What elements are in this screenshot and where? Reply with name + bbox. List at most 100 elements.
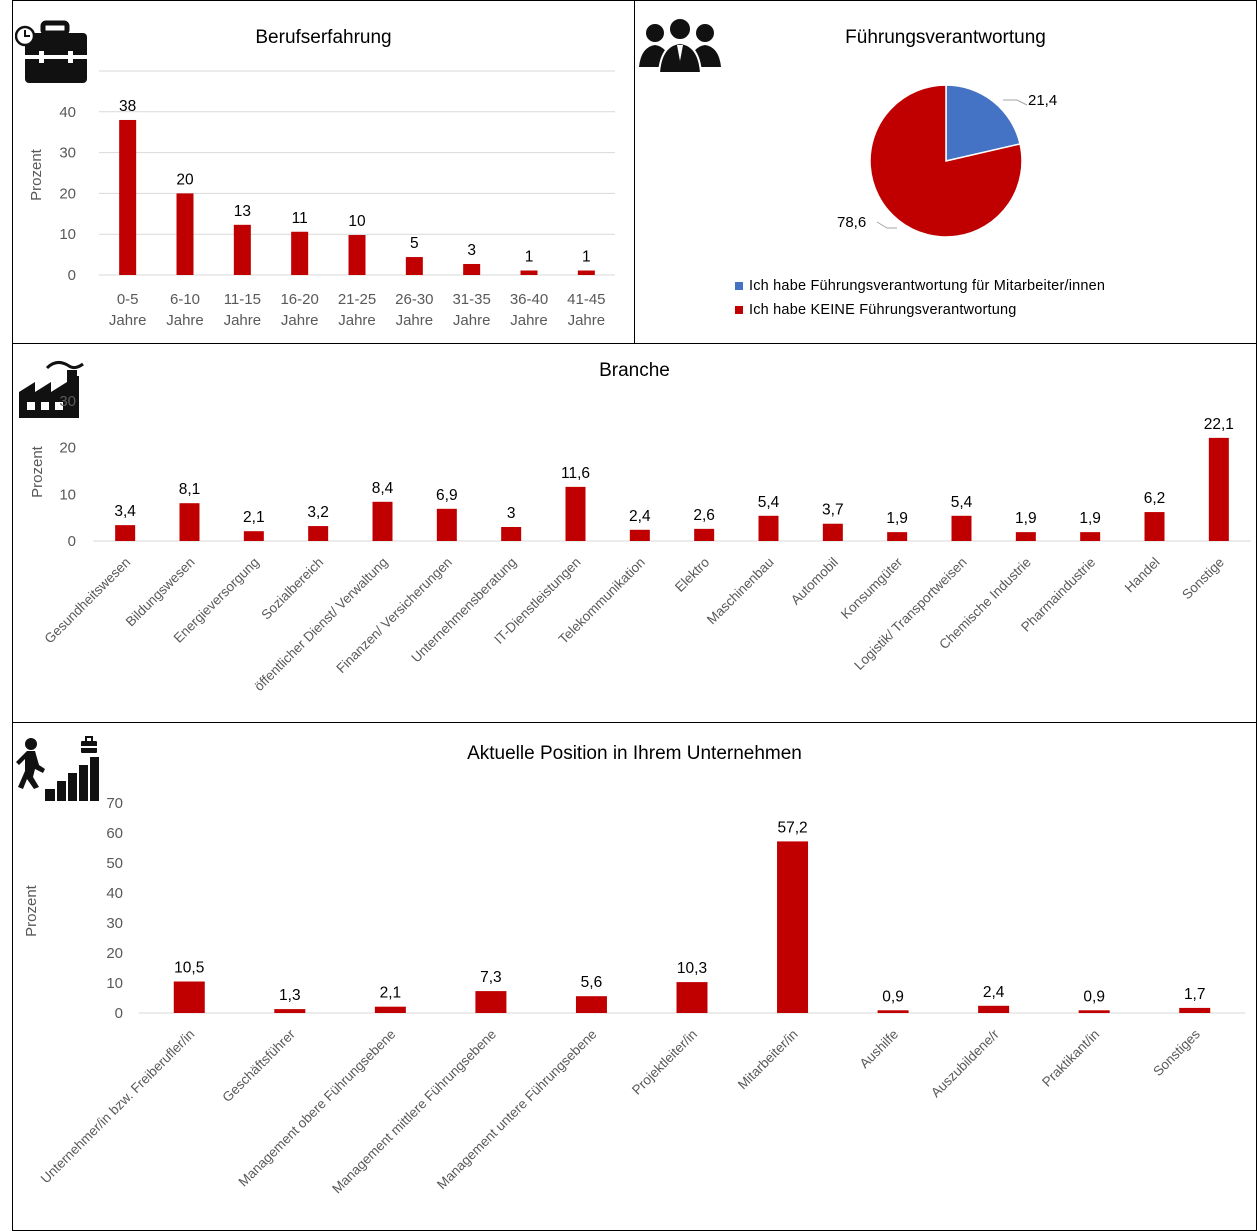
- x-tick-label: 6-10: [170, 291, 200, 308]
- bar: [676, 982, 708, 1013]
- factory-icon: [17, 356, 87, 427]
- data-label: 20: [176, 171, 194, 188]
- chart-title: Berufserfahrung: [255, 27, 392, 48]
- bar: [565, 486, 586, 541]
- x-tick-label: Sonstiges: [1150, 1026, 1203, 1079]
- y-tick-label: 0: [115, 1005, 123, 1022]
- chart-branche: 0102030Prozent3,4Gesundheitswesen8,1Bild…: [29, 393, 1251, 694]
- x-tick-label: Unternehmensberatung: [408, 555, 519, 666]
- data-label: 6,9: [436, 487, 458, 504]
- x-tick-label: Jahre: [510, 312, 548, 329]
- y-tick-label: 20: [59, 440, 76, 457]
- bar: [308, 526, 329, 541]
- x-tick-label: Sonstige: [1179, 555, 1227, 603]
- x-tick-label: Logistik/ Transportweisen: [851, 555, 969, 673]
- bar: [577, 270, 595, 275]
- chart-title: Führungsverantwortung: [845, 27, 1046, 48]
- legend-label: Ich habe KEINE Führungsverantwortung: [749, 302, 1017, 318]
- y-tick-label: 0: [68, 267, 76, 284]
- data-label: 8,4: [372, 480, 394, 497]
- panel-berufserfahrung: Berufserfahrung 0 10 20 30 40 Prozent 38 0-5 Jah…: [12, 0, 635, 344]
- legend-swatch: [735, 306, 743, 314]
- bar: [1208, 437, 1229, 541]
- data-label: 1,7: [1184, 986, 1206, 1003]
- bar: [176, 193, 194, 275]
- panel-branche: Branche 0 10 20 30 Prozent 3,4 Gesundheitswese…: [12, 343, 1257, 723]
- data-label: 11: [292, 210, 308, 227]
- x-tick-label: Jahre: [568, 312, 606, 329]
- y-tick-label: 10: [106, 975, 123, 992]
- x-tick-label: Management mittlere Führungsebene: [329, 1027, 499, 1197]
- data-label: 8,1: [179, 481, 201, 498]
- data-label: 38: [119, 98, 136, 115]
- legend-label: Ich habe Führungsverantwortung für Mitar…: [749, 278, 1106, 294]
- x-tick-label: 16-20: [280, 291, 318, 308]
- data-label: 78,6: [837, 214, 866, 231]
- bar: [348, 235, 366, 275]
- bar: [694, 528, 715, 541]
- data-label: 0,9: [1083, 988, 1105, 1005]
- panel-fuehrung: Führungsverantwortung 21,4 78,6 Ich habe …: [634, 0, 1257, 344]
- data-label: 5,4: [951, 494, 973, 511]
- chart-title: Aktuelle Position in Ihrem Unternehmen: [467, 743, 802, 764]
- y-tick-label: 10: [59, 486, 76, 503]
- data-label: 1: [525, 249, 534, 266]
- bar: [520, 270, 538, 275]
- legend-item: Ich habe Führungsverantwortung für Mitar…: [735, 274, 1105, 298]
- y-tick-label: 20: [59, 185, 76, 202]
- x-tick-label: Automobil: [788, 555, 841, 608]
- y-tick-label: 10: [59, 226, 76, 243]
- x-tick-label: Auszubildene/r: [928, 1026, 1002, 1100]
- x-tick-label: Konsumgüter: [838, 554, 906, 622]
- data-label: 57,2: [777, 819, 807, 836]
- bar: [243, 531, 264, 541]
- bar: [1015, 532, 1036, 541]
- y-tick-label: 30: [59, 145, 76, 162]
- data-label: 1,9: [886, 510, 908, 527]
- bar: [115, 525, 136, 541]
- y-tick-label: 30: [106, 915, 123, 932]
- x-tick-label: Geschäftsführer: [219, 1026, 298, 1105]
- y-tick-label: 30: [59, 393, 76, 410]
- bar: [405, 257, 423, 275]
- data-label: 2,1: [380, 985, 402, 1002]
- bar: [501, 527, 522, 541]
- chart-title: Branche: [599, 360, 670, 381]
- bar: [777, 841, 809, 1013]
- bar: [436, 508, 457, 541]
- bar: [822, 523, 843, 541]
- legend-swatch: [735, 282, 743, 290]
- x-tick-label: Jahre: [224, 312, 262, 329]
- x-tick-label: Unternehmer/in bzw. Freiberufler/in: [38, 1027, 198, 1187]
- bar: [475, 991, 507, 1013]
- briefcase-clock-icon: [14, 15, 91, 92]
- x-tick-label: Jahre: [453, 312, 491, 329]
- y-tick-label: 0: [68, 533, 76, 550]
- bar: [1144, 512, 1165, 541]
- x-tick-label: 31-35: [452, 291, 490, 308]
- people-group-icon: [637, 15, 723, 80]
- bar: [951, 515, 972, 541]
- x-tick-label: öffentlicher Dienst/ Verwaltung: [251, 555, 390, 694]
- x-tick-label: Aushilfe: [857, 1027, 902, 1072]
- chart-fuehrung: 21,4 78,6: [837, 84, 1057, 238]
- pie-legend: Ich habe Führungsverantwortung für Mitar…: [735, 274, 1105, 322]
- panel-position: Aktuelle Position in Ihrem Unternehmen 0…: [12, 722, 1257, 1231]
- data-label: 1,9: [1079, 510, 1101, 527]
- x-tick-label: Finanzen/ Versicherungen: [333, 555, 455, 677]
- data-label: 2,6: [693, 507, 715, 524]
- data-label: 1: [582, 249, 591, 266]
- data-label: 3: [507, 505, 516, 522]
- bar: [173, 981, 205, 1013]
- bar: [463, 263, 481, 275]
- y-tick-label: 60: [106, 825, 123, 842]
- x-tick-label: 41-45: [567, 291, 605, 308]
- y-tick-label: 20: [106, 945, 123, 962]
- x-tick-label: Elektro: [672, 555, 712, 595]
- x-tick-label: Jahre: [396, 312, 434, 329]
- x-tick-label: Jahre: [109, 312, 147, 329]
- x-tick-label: 26-30: [395, 291, 433, 308]
- bar: [372, 501, 393, 541]
- bar: [291, 231, 309, 275]
- x-tick-label: Praktikant/in: [1039, 1027, 1102, 1090]
